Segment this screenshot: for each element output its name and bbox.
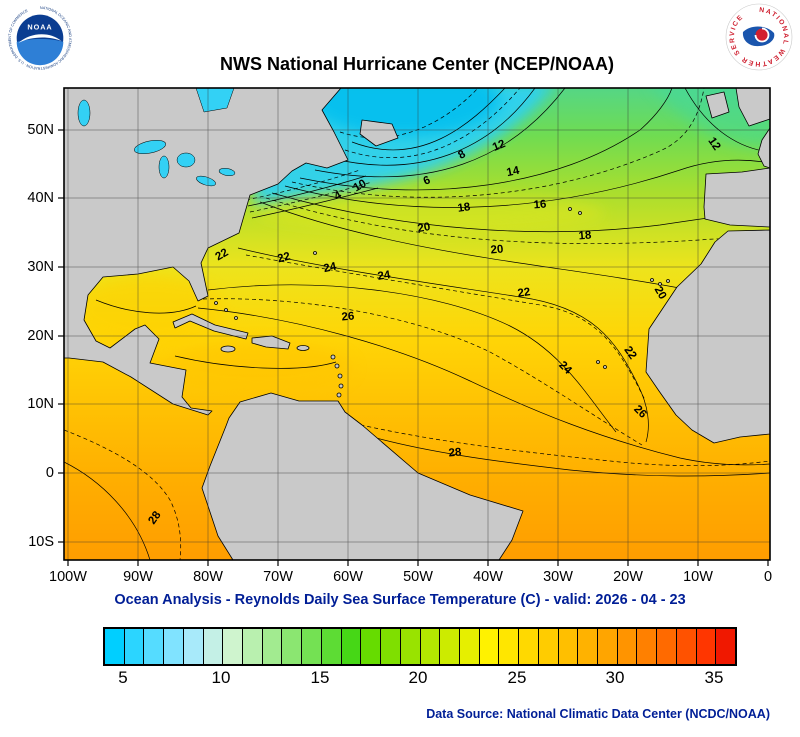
lat-tick-label: 30N xyxy=(27,259,54,275)
land-cuba xyxy=(172,313,249,340)
colorbar-cell xyxy=(597,629,618,664)
lat-tick-label: 10N xyxy=(27,396,54,412)
land-africa xyxy=(645,229,770,444)
land-newfoundland xyxy=(359,119,399,147)
colorbar-cell xyxy=(302,629,322,664)
lat-tick-label: 50N xyxy=(27,122,54,138)
lon-axis-labels: 100W 90W 80W 70W 60W 50W 40W 30W 20W 10W 0 xyxy=(0,569,800,589)
map-border xyxy=(63,87,771,561)
land-britain xyxy=(735,88,770,127)
colorbar-tick-label: 20 xyxy=(408,668,428,687)
colorbar-cell xyxy=(459,629,480,664)
data-source-note: Data Source: National Climatic Data Cent… xyxy=(426,707,770,721)
lon-tick-label: 70W xyxy=(263,569,293,585)
lat-tick-label: 20N xyxy=(27,328,54,344)
colorbar xyxy=(103,627,737,666)
colorbar-cell xyxy=(183,629,204,664)
nws-hurricane-icon xyxy=(755,28,769,42)
lat-axis-labels: 50N 40N 30N 20N 10N 0 10S xyxy=(0,0,58,737)
colorbar-cell xyxy=(341,629,362,664)
colorbar-tick-label: 15 xyxy=(310,668,330,687)
colorbar-cell xyxy=(696,629,717,664)
page-title: NWS National Hurricane Center (NCEP/NOAA… xyxy=(219,54,615,74)
colorbar-cell xyxy=(381,629,401,664)
colorbar-cell xyxy=(144,629,165,664)
noaa-label: NOAA xyxy=(27,22,52,31)
axis-ticks xyxy=(58,129,769,566)
lon-tick-label: 100W xyxy=(49,569,87,585)
colorbar-cell xyxy=(420,629,441,664)
colorbar-cell xyxy=(440,629,460,664)
colorbar-cell xyxy=(203,629,224,664)
colorbar-tick-label: 35 xyxy=(704,668,724,687)
warm-water-overlay xyxy=(75,193,605,394)
colorbar-cell xyxy=(361,629,382,664)
noaa-logo: NATIONAL OCEANIC AND ATMOSPHERIC ADMINIS… xyxy=(8,6,72,70)
lon-tick-label: 30W xyxy=(543,569,573,585)
lon-tick-label: 90W xyxy=(123,569,153,585)
contour-lines xyxy=(64,88,770,560)
lon-tick-label: 0 xyxy=(763,569,773,585)
lat-tick-label: 10S xyxy=(28,534,54,550)
noaa-emblem-sea xyxy=(16,38,64,66)
colorbar-cell xyxy=(105,629,125,664)
colorbar-cell xyxy=(479,629,500,664)
colorbar-tick-label: 5 xyxy=(118,668,128,687)
colorbar-cell xyxy=(499,629,520,664)
colorbar-cell xyxy=(262,629,283,664)
lakes xyxy=(77,88,236,187)
land-north-america xyxy=(64,88,349,416)
colorbar-cell xyxy=(637,629,658,664)
land-south-america xyxy=(201,392,524,560)
lon-tick-label: 50W xyxy=(403,569,433,585)
colorbar-cell xyxy=(617,629,638,664)
colorbar-cell xyxy=(519,629,539,664)
nws-logo: NATIONAL WEATHER SERVICE xyxy=(725,3,793,71)
colorbar-cell xyxy=(676,629,697,664)
land-iberia xyxy=(703,167,770,228)
grid-lines xyxy=(64,88,770,560)
colorbar-tick-label: 25 xyxy=(507,668,527,687)
land-masses xyxy=(64,88,770,560)
land-ireland xyxy=(705,91,730,119)
lon-tick-label: 80W xyxy=(193,569,223,585)
lat-tick-label: 0 xyxy=(45,465,54,481)
colorbar-cell xyxy=(657,629,677,664)
colorbar-cell xyxy=(400,629,421,664)
colorbar-cell xyxy=(223,629,244,664)
land-islands xyxy=(214,207,670,398)
nws-hurricane-swirl xyxy=(754,27,770,43)
lon-tick-label: 20W xyxy=(613,569,643,585)
colorbar-cell xyxy=(578,629,598,664)
lon-tick-label: 10W xyxy=(683,569,713,585)
map-caption: Ocean Analysis - Reynolds Daily Sea Surf… xyxy=(114,592,686,608)
lon-tick-label: 40W xyxy=(473,569,503,585)
colorbar-cell xyxy=(243,629,263,664)
colorbar-tick-label: 10 xyxy=(211,668,231,687)
colorbar-tick-label: 30 xyxy=(605,668,625,687)
colorbar-cell xyxy=(716,629,735,664)
colorbar-cell xyxy=(538,629,559,664)
lon-tick-label: 60W xyxy=(333,569,363,585)
colorbar-cell xyxy=(282,629,303,664)
colorbar-cell xyxy=(558,629,579,664)
colorbar-tick-labels: 5 10 15 20 25 30 35 xyxy=(0,668,800,692)
colorbar-cell xyxy=(321,629,342,664)
lat-tick-label: 40N xyxy=(27,190,54,206)
colorbar-cell xyxy=(164,629,184,664)
noaa-gull-icon xyxy=(18,34,62,43)
land-france xyxy=(757,127,770,169)
colorbar-cell xyxy=(124,629,145,664)
